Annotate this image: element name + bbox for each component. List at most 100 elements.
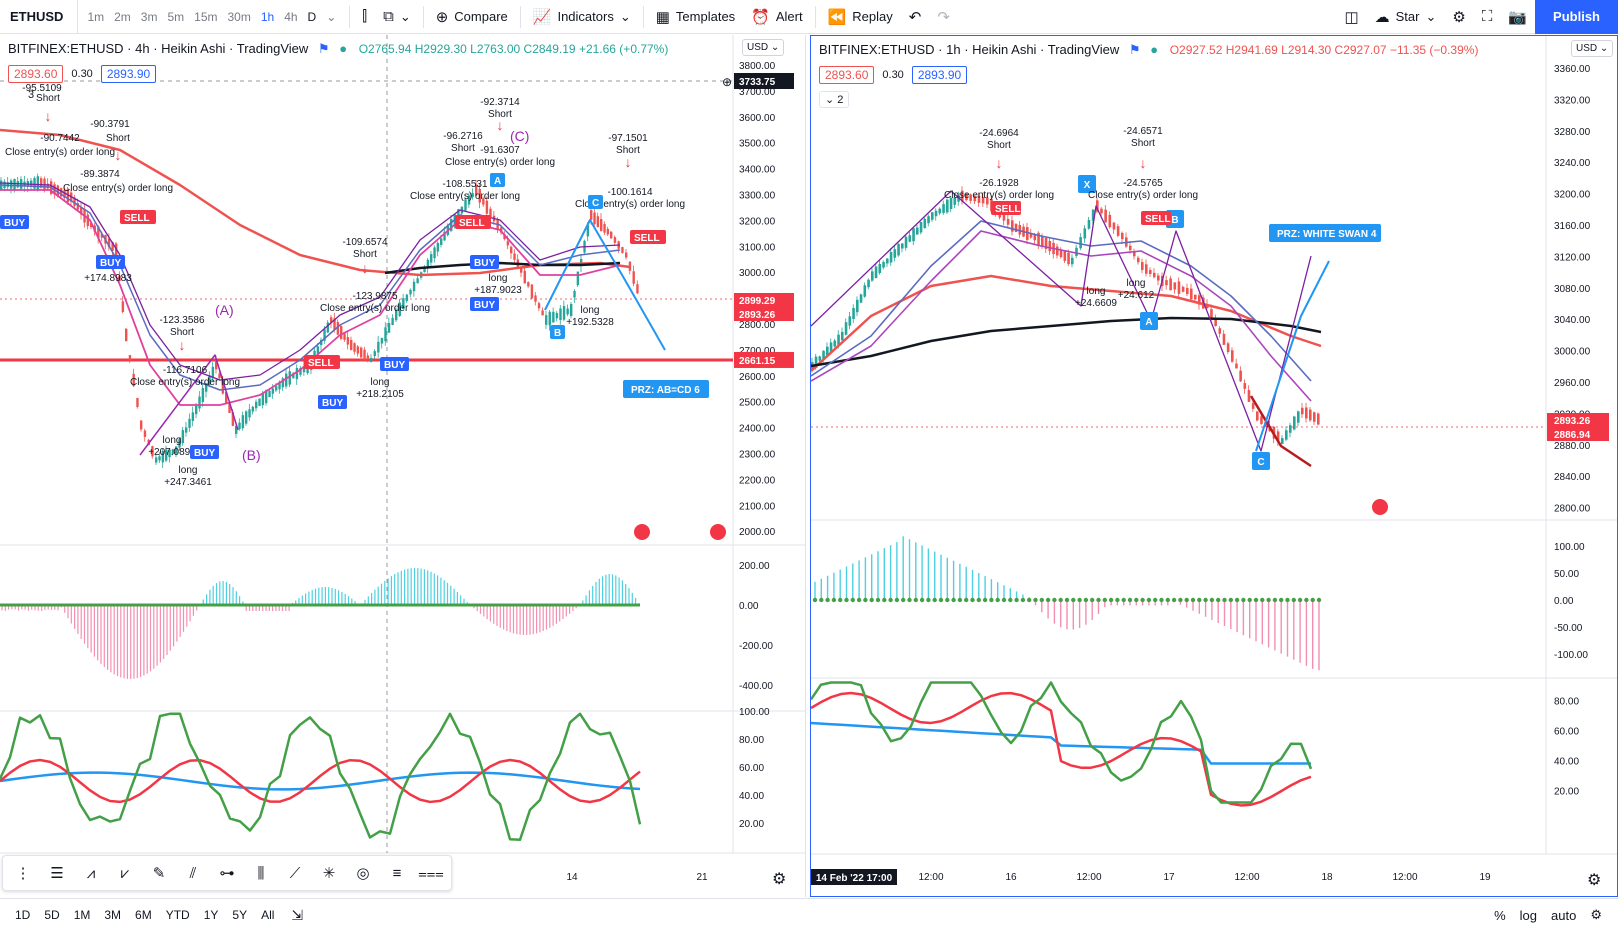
signal-annotation: Close entry(s) order long bbox=[320, 303, 430, 314]
interval-4h[interactable]: 4h bbox=[284, 9, 298, 24]
ask-price[interactable]: 2893.90 bbox=[911, 66, 968, 84]
currency-select[interactable]: USD ⌄ bbox=[1571, 40, 1614, 57]
bid-price[interactable]: 2893.60 bbox=[8, 65, 64, 83]
abc-pattern-icon[interactable]: ⩘ bbox=[86, 864, 96, 882]
settings-icon[interactable]: ⚙ bbox=[1590, 907, 1602, 922]
chart-canvas-left[interactable]: 3800.00 3700.00 3600.00 3500.00 3400.00 3300.… bbox=[0, 35, 806, 897]
redo-button[interactable]: ↷ bbox=[929, 0, 958, 34]
chart-pane-left[interactable]: 3800.00 3700.00 3600.00 3500.00 3400.00 3300.… bbox=[0, 35, 806, 897]
macd-tick-label: 0.00 bbox=[739, 601, 759, 612]
gann-icon[interactable]: ◎ bbox=[356, 865, 370, 882]
indicators-button[interactable]: 📈 Indicators ⌄ bbox=[525, 0, 639, 34]
stoch-line-red bbox=[0, 758, 641, 804]
last-price-label: 2886.94 bbox=[1554, 430, 1591, 441]
range-6m[interactable]: 6M bbox=[135, 908, 152, 922]
parallel-channel-icon[interactable]: ≡ bbox=[392, 864, 402, 882]
auto-scale-toggle[interactable]: auto bbox=[1551, 907, 1577, 923]
range-all[interactable]: All bbox=[261, 908, 275, 922]
alert-button[interactable]: ⏰ Alert bbox=[743, 0, 810, 34]
snapshot-button[interactable]: 📷 bbox=[1500, 0, 1535, 34]
percent-scale-toggle[interactable]: % bbox=[1494, 907, 1506, 923]
range-1y[interactable]: 1Y bbox=[203, 908, 219, 922]
templates-button[interactable]: ▦ Templates bbox=[648, 0, 743, 34]
chart-title-left: BITFINEX:ETHUSD · 4h · Heikin Ashi · Tra… bbox=[8, 41, 668, 57]
layout-icon: ◫ bbox=[1344, 8, 1359, 26]
interval-3m[interactable]: 3m bbox=[140, 9, 158, 24]
bar-type-button[interactable]: ⫿ bbox=[354, 0, 375, 34]
candle-body bbox=[100, 233, 104, 238]
brush-icon[interactable]: ✎ bbox=[152, 865, 166, 882]
publish-button[interactable]: Publish bbox=[1535, 0, 1618, 34]
fib-icon[interactable]: ☰ bbox=[50, 865, 64, 882]
candle-body bbox=[1281, 438, 1284, 444]
macd-signal-dot bbox=[1121, 597, 1126, 603]
macd-signal-dot bbox=[1310, 597, 1315, 603]
interval-5m[interactable]: 5m bbox=[167, 9, 185, 24]
symbol-search[interactable]: ETHUSD bbox=[0, 0, 79, 34]
replay-button[interactable]: ⏪ Replay bbox=[820, 0, 901, 34]
signal-annotation: -95.5109 bbox=[22, 83, 62, 94]
candle-body bbox=[1305, 407, 1308, 419]
range-5d[interactable]: 5D bbox=[44, 908, 60, 922]
range-5y[interactable]: 5Y bbox=[232, 908, 248, 922]
chevron-down-icon[interactable]: ⌄ bbox=[326, 9, 337, 24]
candle-body bbox=[844, 322, 848, 335]
channel-icon[interactable]: ⫽ bbox=[189, 864, 197, 882]
pitchfork-icon[interactable]: ⩶ bbox=[418, 864, 444, 882]
currency-select[interactable]: USD ⌄ bbox=[742, 39, 785, 56]
interval-1h[interactable]: 1h bbox=[260, 9, 275, 24]
elliott-wave-icon[interactable]: ⩗ bbox=[120, 864, 130, 882]
horizontal-line-icon[interactable]: ⊶ bbox=[219, 865, 235, 882]
xabcd-pattern-icon[interactable]: ✳ bbox=[322, 865, 336, 882]
range-1m[interactable]: 1M bbox=[73, 908, 91, 922]
bid-price[interactable]: 2893.60 bbox=[819, 66, 875, 84]
range-ytd[interactable]: YTD bbox=[165, 908, 190, 922]
range-1d[interactable]: 1D bbox=[15, 908, 31, 922]
ask-price[interactable]: 2893.90 bbox=[100, 65, 157, 83]
macd-signal-dot bbox=[882, 597, 887, 603]
gear-icon[interactable]: ⚙ bbox=[772, 871, 787, 888]
fullscreen-button[interactable]: ⛶ bbox=[1474, 0, 1501, 34]
candle-body bbox=[366, 355, 370, 360]
candle-body bbox=[443, 231, 446, 241]
layout-select-button[interactable]: ◫ bbox=[1336, 0, 1366, 34]
grip-icon[interactable]: ⋮ bbox=[15, 865, 31, 882]
macd-signal-dot bbox=[926, 597, 931, 603]
candle-body bbox=[370, 357, 373, 363]
candles-button[interactable]: ⧉ ⌄ bbox=[375, 0, 419, 34]
collapse-legend-button[interactable]: ⌄ 2 bbox=[819, 91, 850, 108]
range-3m[interactable]: 3M bbox=[104, 908, 122, 922]
signal-annotation: +24.6609 bbox=[1075, 298, 1117, 309]
chart-pane-right[interactable]: 3360.00 3320.00 3280.00 3240.00 3200.00 3160.… bbox=[810, 35, 1618, 897]
chart-canvas-right[interactable]: 3360.00 3320.00 3280.00 3240.00 3200.00 3160.… bbox=[811, 36, 1617, 896]
interval-15m[interactable]: 15m bbox=[194, 9, 218, 24]
last-price-label: 2893.26 bbox=[1554, 416, 1591, 427]
candle-body bbox=[593, 212, 596, 225]
candle-body bbox=[387, 323, 391, 333]
candle-body bbox=[436, 242, 440, 252]
candle-body bbox=[485, 200, 489, 214]
macd-signal-dot bbox=[1203, 597, 1208, 603]
trade-tag-bg bbox=[630, 230, 666, 244]
layout-name-button[interactable]: ☁ Star ⌄ bbox=[1367, 0, 1445, 34]
trend-line-icon[interactable]: ⟋ bbox=[289, 864, 301, 882]
candle-body bbox=[201, 388, 205, 402]
level-price-bg bbox=[734, 351, 794, 368]
interval-30m[interactable]: 30m bbox=[227, 9, 251, 24]
ma-line-pink bbox=[0, 189, 621, 406]
interval-d[interactable]: D bbox=[307, 9, 317, 24]
vertical-lines-icon[interactable]: ⫼ bbox=[257, 864, 265, 882]
candle-body bbox=[248, 409, 251, 418]
settings-button[interactable]: ⚙ bbox=[1444, 0, 1473, 34]
undo-button[interactable]: ↶ bbox=[901, 0, 930, 34]
gear-icon[interactable]: ⚙ bbox=[1587, 872, 1602, 889]
macd-signal-dot bbox=[825, 597, 830, 603]
log-scale-toggle[interactable]: log bbox=[1519, 907, 1538, 923]
candle-body bbox=[228, 403, 231, 413]
calendar-range-icon[interactable]: ⇲ bbox=[291, 906, 304, 923]
interval-1m[interactable]: 1m bbox=[87, 9, 105, 24]
compare-button[interactable]: ⊕ Compare bbox=[428, 0, 516, 34]
interval-2m[interactable]: 2m bbox=[114, 9, 131, 24]
macd-signal-dot bbox=[1127, 597, 1133, 603]
candle-body bbox=[423, 266, 426, 273]
